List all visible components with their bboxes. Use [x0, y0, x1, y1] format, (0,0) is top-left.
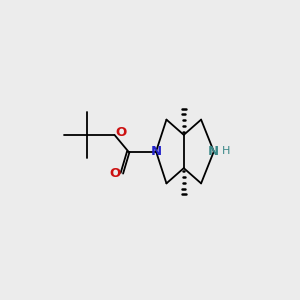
Text: N: N	[208, 145, 219, 158]
Text: H: H	[222, 146, 230, 156]
Text: N: N	[151, 145, 162, 158]
Text: O: O	[110, 167, 121, 180]
Text: O: O	[115, 126, 127, 139]
